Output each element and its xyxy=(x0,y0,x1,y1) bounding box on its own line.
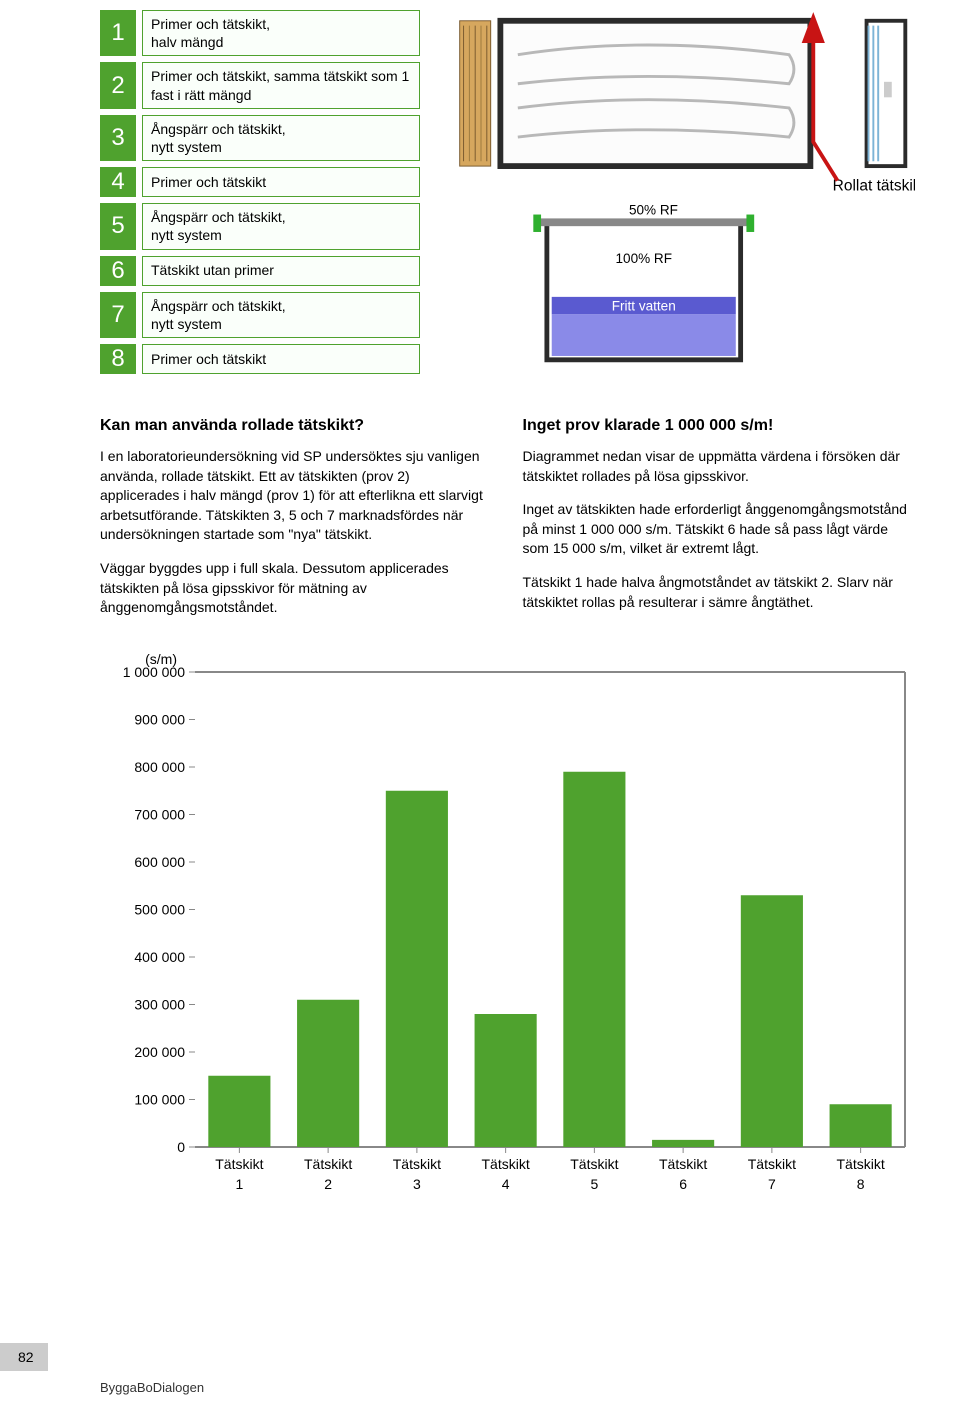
list-item: 7Ångspärr och tätskikt, nytt system xyxy=(100,292,420,338)
cross-section-svg: Rollat tätskikt xyxy=(450,10,915,390)
list-item-text: Tätskikt utan primer xyxy=(142,256,420,286)
cross-section-diagram: Rollat tätskikt xyxy=(450,10,915,395)
list-item: 6Tätskikt utan primer xyxy=(100,256,420,286)
list-item-number: 7 xyxy=(100,292,136,338)
svg-text:Tätskikt: Tätskikt xyxy=(748,1156,796,1172)
list-item-text: Primer och tätskikt, samma tätskikt som … xyxy=(142,62,420,108)
left-heading: Kan man använda rollade tätskikt? xyxy=(100,417,493,435)
numbered-list: 1Primer och tätskikt, halv mängd2Primer … xyxy=(100,10,420,395)
svg-text:900 000: 900 000 xyxy=(134,711,185,727)
list-item-number: 4 xyxy=(100,167,136,197)
svg-text:Tätskikt: Tätskikt xyxy=(570,1156,618,1172)
svg-text:300 000: 300 000 xyxy=(134,996,185,1012)
list-item: 8Primer och tätskikt xyxy=(100,344,420,374)
fritt-vatten-label: Fritt vatten xyxy=(612,298,676,313)
rf100-label: 100% RF xyxy=(616,251,672,266)
right-p1: Diagrammet nedan visar de uppmätta värde… xyxy=(523,447,916,486)
svg-text:5: 5 xyxy=(590,1176,598,1192)
svg-text:200 000: 200 000 xyxy=(134,1044,185,1060)
list-item-number: 2 xyxy=(100,62,136,108)
svg-text:800 000: 800 000 xyxy=(134,759,185,775)
left-p2: Väggar byggdes upp i full skala. Dessuto… xyxy=(100,559,493,618)
list-item-number: 1 xyxy=(100,10,136,56)
footer-brand: ByggaBoDialogen xyxy=(100,1380,204,1395)
right-p2: Inget av tätskikten hade erforderligt ån… xyxy=(523,500,916,559)
list-item-number: 5 xyxy=(100,203,136,249)
list-item-text: Primer och tätskikt, halv mängd xyxy=(142,10,420,56)
list-item-number: 3 xyxy=(100,115,136,161)
rf50-label: 50% RF xyxy=(629,203,678,218)
list-item-number: 6 xyxy=(100,256,136,286)
list-item: 1Primer och tätskikt, halv mängd xyxy=(100,10,420,56)
svg-text:Tätskikt: Tätskikt xyxy=(393,1156,441,1172)
svg-text:600 000: 600 000 xyxy=(134,854,185,870)
list-item: 4Primer och tätskikt xyxy=(100,167,420,197)
svg-text:Tätskikt: Tätskikt xyxy=(304,1156,352,1172)
page-number-badge: 82 xyxy=(0,1343,48,1371)
svg-text:2: 2 xyxy=(324,1176,332,1192)
bar-chart: (s/m)0100 000200 000300 000400 000500 00… xyxy=(100,642,915,1207)
svg-text:3: 3 xyxy=(413,1176,421,1192)
svg-text:400 000: 400 000 xyxy=(134,949,185,965)
svg-text:Tätskikt: Tätskikt xyxy=(482,1156,530,1172)
list-item-text: Primer och tätskikt xyxy=(142,344,420,374)
list-item: 3Ångspärr och tätskikt, nytt system xyxy=(100,115,420,161)
left-text-column: Kan man använda rollade tätskikt? I en l… xyxy=(100,417,493,632)
svg-text:0: 0 xyxy=(177,1139,185,1155)
svg-text:1 000 000: 1 000 000 xyxy=(123,664,185,680)
right-p3: Tätskikt 1 hade halva ångmotståndet av t… xyxy=(523,573,916,612)
svg-text:Tätskikt: Tätskikt xyxy=(659,1156,707,1172)
rollat-label: Rollat tätskikt xyxy=(833,177,915,194)
svg-text:700 000: 700 000 xyxy=(134,806,185,822)
list-item: 5Ångspärr och tätskikt, nytt system xyxy=(100,203,420,249)
svg-text:6: 6 xyxy=(679,1176,687,1192)
right-heading: Inget prov klarade 1 000 000 s/m! xyxy=(523,417,916,435)
svg-text:1: 1 xyxy=(235,1176,243,1192)
svg-text:7: 7 xyxy=(768,1176,776,1192)
left-p1: I en laboratorieundersökning vid SP unde… xyxy=(100,447,493,545)
svg-text:8: 8 xyxy=(857,1176,865,1192)
svg-text:500 000: 500 000 xyxy=(134,901,185,917)
list-item: 2Primer och tätskikt, samma tätskikt som… xyxy=(100,62,420,108)
svg-text:Tätskikt: Tätskikt xyxy=(837,1156,885,1172)
svg-text:4: 4 xyxy=(502,1176,510,1192)
list-item-text: Ångspärr och tätskikt, nytt system xyxy=(142,115,420,161)
list-item-number: 8 xyxy=(100,344,136,374)
svg-text:Tätskikt: Tätskikt xyxy=(215,1156,263,1172)
bar-chart-svg: (s/m)0100 000200 000300 000400 000500 00… xyxy=(100,642,920,1202)
right-text-column: Inget prov klarade 1 000 000 s/m! Diagra… xyxy=(523,417,916,632)
list-item-text: Ångspärr och tätskikt, nytt system xyxy=(142,292,420,338)
list-item-text: Ångspärr och tätskikt, nytt system xyxy=(142,203,420,249)
svg-text:100 000: 100 000 xyxy=(134,1091,185,1107)
list-item-text: Primer och tätskikt xyxy=(142,167,420,197)
